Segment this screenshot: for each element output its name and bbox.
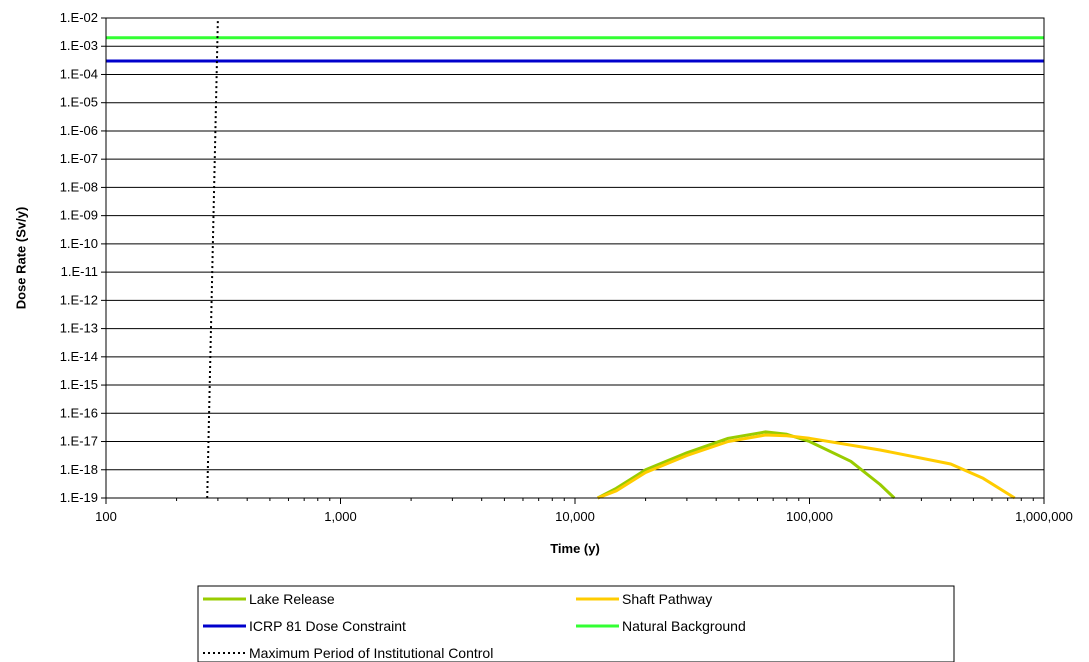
y-axis-title: Dose Rate (Sv/y) [13, 207, 28, 310]
y-tick-label: 1.E-09 [60, 208, 98, 223]
x-tick-label: 1,000 [324, 509, 357, 524]
grid-lines [106, 17, 1044, 499]
x-tick-label: 1,000,000 [1015, 509, 1073, 524]
series-lines [106, 17, 1044, 500]
plot-area-frame [105, 17, 1045, 499]
y-axis-ticks: 1.E-02 1.E-03 1.E-04 1.E-05 1.E-06 1.E-07 1.E-… [60, 10, 106, 505]
y-tick-label: 1.E-02 [60, 10, 98, 25]
x-tick-label: 100,000 [786, 509, 833, 524]
legend-label: Natural Background [622, 618, 746, 634]
y-tick-label: 1.E-04 [60, 66, 98, 81]
y-tick-label: 1.E-10 [60, 236, 98, 251]
y-tick-label: 1.E-15 [60, 377, 98, 392]
series-line-maximum-period-of-institutional-control [206, 17, 219, 499]
y-tick-label: 1.E-12 [60, 292, 98, 307]
series-line-shaft-pathway [597, 433, 1016, 500]
legend-label: ICRP 81 Dose Constraint [249, 618, 406, 634]
y-tick-label: 1.E-14 [60, 349, 98, 364]
y-tick-label: 1.E-06 [60, 123, 98, 138]
series-line-lake-release [597, 430, 896, 500]
y-tick-label: 1.E-19 [60, 490, 98, 505]
y-tick-label: 1.E-03 [60, 38, 98, 53]
y-tick-label: 1.E-07 [60, 151, 98, 166]
legend-label: Shaft Pathway [622, 591, 712, 607]
y-tick-label: 1.E-17 [60, 434, 98, 449]
y-tick-label: 1.E-11 [61, 264, 98, 279]
y-tick-label: 1.E-16 [60, 405, 98, 420]
x-tick-label: 100 [95, 509, 117, 524]
y-tick-label: 1.E-18 [60, 462, 98, 477]
x-axis-ticks: 100 1,000 10,000 100,000 1,000,000 [95, 498, 1073, 524]
x-tick-label: 10,000 [555, 509, 595, 524]
y-tick-label: 1.E-13 [60, 321, 98, 336]
legend: Lake Release Shaft Pathway ICRP 81 Dose Co… [197, 585, 955, 662]
x-axis-title: Time (y) [550, 541, 600, 556]
legend-label: Maximum Period of Institutional Control [249, 645, 493, 661]
y-tick-label: 1.E-05 [60, 95, 98, 110]
y-tick-label: 1.E-08 [60, 179, 98, 194]
legend-label: Lake Release [249, 591, 335, 607]
